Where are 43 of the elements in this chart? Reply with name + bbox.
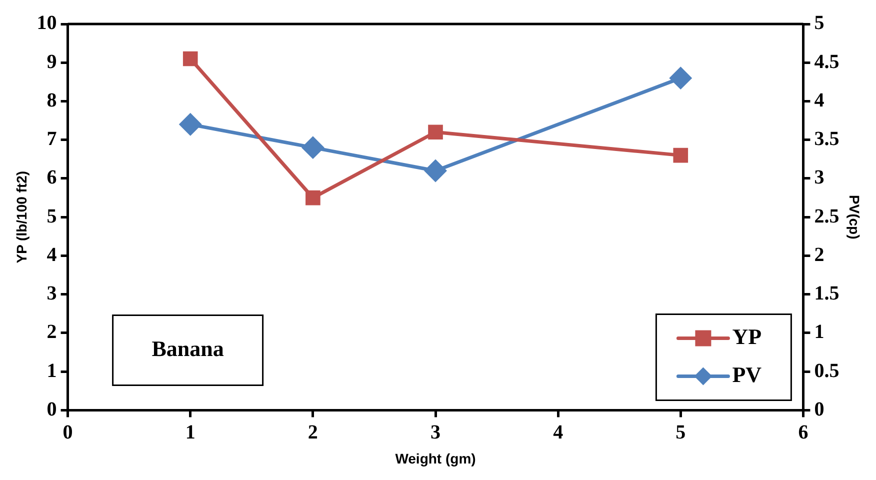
point bbox=[673, 148, 688, 163]
y-tick-label: 4 bbox=[46, 244, 57, 266]
point bbox=[428, 124, 443, 140]
y2-tick-label: 4 bbox=[814, 89, 824, 112]
x-axis-title: Weight (gm) bbox=[395, 450, 476, 466]
y2-tick-label: 0 bbox=[814, 398, 824, 420]
y-axis-title: YP (lb/100 ft2) bbox=[13, 170, 30, 264]
y-tick-label: 1 bbox=[46, 360, 57, 382]
x-tick-label: 4 bbox=[553, 421, 564, 444]
point bbox=[424, 160, 446, 182]
x-tick-label: 5 bbox=[676, 421, 686, 444]
point bbox=[306, 190, 320, 206]
y2-tick-label: 2 bbox=[814, 244, 824, 266]
point bbox=[670, 67, 692, 89]
y2-tick-label: 0.5 bbox=[814, 360, 840, 382]
y2-axis-title: PV(cp) bbox=[846, 194, 863, 240]
y2-tick-label: 1 bbox=[814, 321, 824, 344]
x-tick-label: 0 bbox=[62, 421, 73, 444]
annotation: Banana bbox=[152, 336, 224, 361]
legend-label: PV bbox=[732, 362, 762, 387]
y-tick-label: 6 bbox=[46, 166, 57, 189]
x-tick-label: 3 bbox=[430, 421, 440, 444]
point bbox=[302, 136, 324, 158]
y2-tick-label: 5 bbox=[814, 12, 824, 34]
x-tick-label: 1 bbox=[185, 421, 196, 444]
y2-tick-label: 4.5 bbox=[814, 50, 840, 73]
point bbox=[182, 51, 198, 66]
y-tick-label: 5 bbox=[46, 205, 57, 228]
y-tick-label: 0 bbox=[46, 398, 57, 420]
legend-label: YP bbox=[732, 324, 762, 349]
y2-tick-label: 3 bbox=[814, 166, 824, 189]
point bbox=[180, 114, 202, 136]
y2-tick-label: 3.5 bbox=[814, 128, 840, 150]
x-tick-label: 6 bbox=[798, 421, 808, 444]
y2-tick-label: 1.5 bbox=[814, 282, 840, 305]
y-tick-label: 9 bbox=[46, 50, 57, 73]
y-tick-label: 3 bbox=[46, 282, 57, 305]
y-tick-label: 10 bbox=[36, 12, 57, 34]
x-tick-label: 2 bbox=[308, 421, 318, 444]
y-tick-label: 2 bbox=[46, 321, 57, 344]
y2-tick-label: 2.5 bbox=[814, 205, 840, 228]
y-tick-label: 8 bbox=[46, 89, 57, 112]
y-tick-label: 7 bbox=[46, 128, 57, 150]
